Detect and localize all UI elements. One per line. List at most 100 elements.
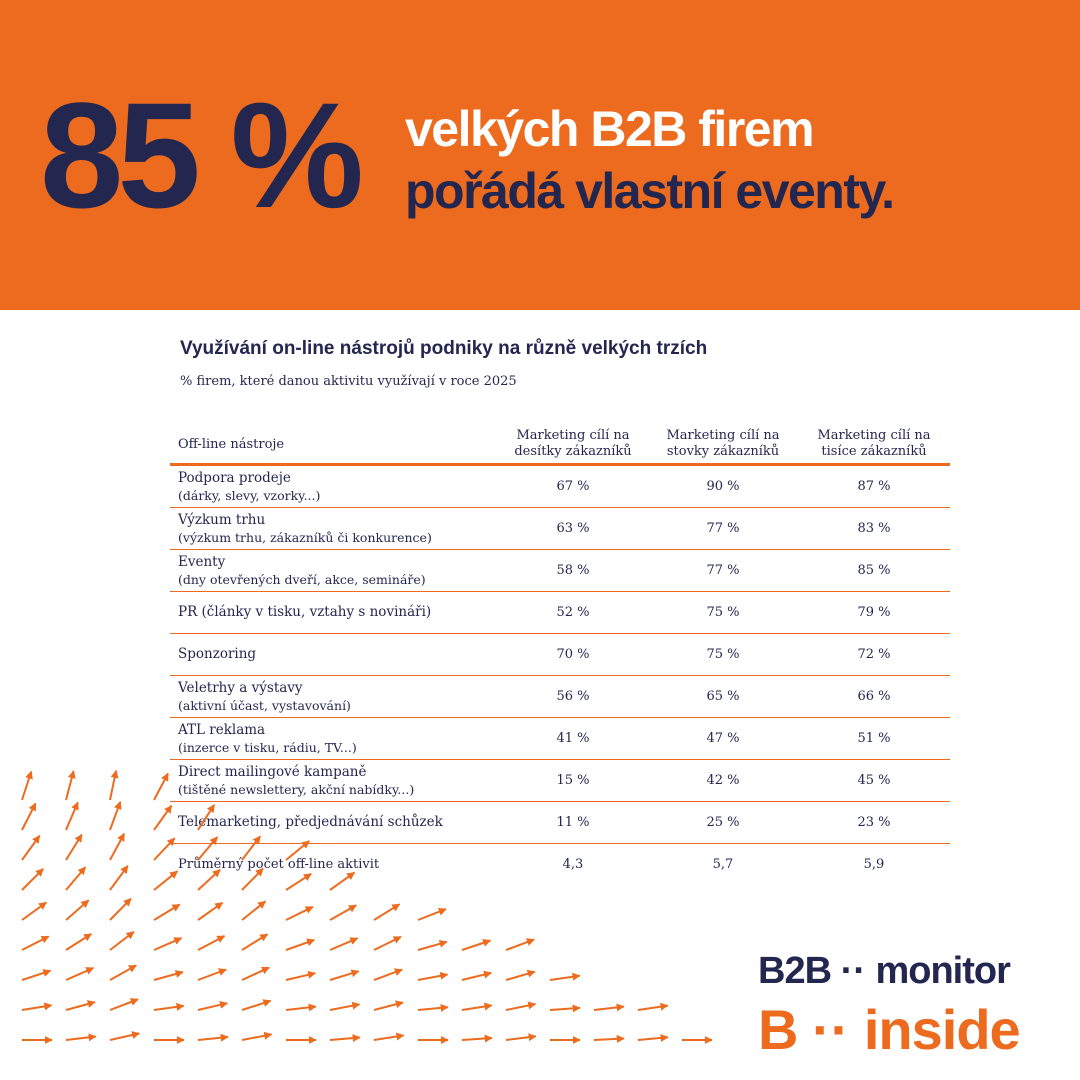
arrow-icon bbox=[109, 998, 139, 1011]
arrow-icon bbox=[197, 968, 227, 981]
table-row: Sponzoring 70 % 75 % 72 % bbox=[170, 633, 950, 676]
value-cell: 23 % bbox=[798, 801, 950, 844]
arrow-icon bbox=[285, 938, 316, 951]
arrow-icon bbox=[549, 1004, 581, 1013]
arrow-icon bbox=[373, 1000, 404, 1011]
value-cell: 52 % bbox=[498, 591, 648, 634]
arrow-icon bbox=[109, 897, 132, 921]
arrow-icon bbox=[417, 907, 447, 921]
average-value: 5,9 bbox=[863, 856, 885, 872]
table-row: Podpora prodeje (dárky, slevy, vzorky...)… bbox=[170, 464, 950, 508]
arrow-icon bbox=[109, 769, 119, 801]
row-label: Eventy bbox=[178, 553, 226, 570]
column-header: Marketing cílí na tisíce zákazníků bbox=[798, 410, 950, 466]
value-cell: 83 % bbox=[798, 507, 950, 550]
value-cell: 15 % bbox=[498, 759, 648, 802]
logo-dots: ·· bbox=[840, 950, 866, 992]
row-label-cell: Veletrhy a výstavy (aktivní účast, vystav… bbox=[170, 675, 498, 718]
arrow-icon bbox=[65, 899, 90, 921]
row-label: Direct mailingové kampaně bbox=[178, 763, 367, 780]
arrow-pattern-decoration bbox=[21, 769, 713, 1044]
arrow-icon bbox=[153, 772, 169, 801]
arrow-icon bbox=[329, 969, 360, 981]
value-cell: 41 % bbox=[498, 717, 648, 760]
row-label-cell: Podpora prodeje (dárky, slevy, vzorky...) bbox=[170, 464, 498, 508]
arrow-icon bbox=[21, 802, 37, 831]
arrow-icon bbox=[197, 868, 221, 891]
arrow-icon bbox=[373, 935, 402, 951]
row-label-cell: Výzkum trhu (výzkum trhu, zákazníků či ko… bbox=[170, 507, 498, 550]
row-label: Podpora prodeje bbox=[178, 469, 291, 486]
value-cell: 63 % bbox=[498, 507, 648, 550]
value-cell: 77 % bbox=[648, 507, 798, 550]
arrow-icon bbox=[373, 1032, 405, 1041]
average-label: Průměrný počet off-line aktivit bbox=[178, 856, 380, 872]
table-row: Telemarketing, předjednávání schůzek 11 %… bbox=[170, 801, 950, 844]
header-banner: 85 % velkých B2B firem pořádá vlastní ev… bbox=[0, 0, 1080, 310]
arrow-icon bbox=[241, 1031, 273, 1041]
arrow-icon bbox=[153, 970, 184, 981]
arrow-icon bbox=[109, 964, 137, 981]
table-row: Veletrhy a výstavy (aktivní účast, vystav… bbox=[170, 675, 950, 718]
arrow-icon bbox=[329, 871, 356, 891]
arrow-icon bbox=[197, 804, 216, 831]
arrow-icon bbox=[21, 935, 50, 951]
logo-b2b-monitor: B2B ·· monitor bbox=[758, 950, 1011, 992]
table-row: Eventy (dny otevřených dveří, akce, semin… bbox=[170, 549, 950, 592]
arrow-icon bbox=[461, 938, 492, 951]
arrow-icon bbox=[21, 969, 52, 981]
row-label: ATL reklama bbox=[178, 721, 266, 738]
arrow-icon bbox=[241, 999, 272, 1011]
arrow-icon bbox=[65, 866, 87, 891]
value-cell: 45 % bbox=[798, 759, 950, 802]
value-cell: 75 % bbox=[648, 633, 798, 676]
arrow-icon bbox=[329, 1001, 361, 1011]
arrow-icon bbox=[109, 865, 129, 891]
row-label: Veletrhy a výstavy bbox=[178, 679, 303, 696]
average-value: 4,3 bbox=[562, 856, 584, 872]
value-cell: 65 % bbox=[648, 675, 798, 718]
arrow-icon bbox=[505, 1001, 537, 1011]
arrow-icon bbox=[21, 770, 33, 801]
row-label-cell: Direct mailingové kampaně (tištěné newsle… bbox=[170, 759, 498, 802]
row-sublabel: (tištěné newslettery, akční nabídky...) bbox=[178, 781, 415, 797]
row-label-cell: Eventy (dny otevřených dveří, akce, semin… bbox=[170, 549, 498, 592]
value-cell: 51 % bbox=[798, 717, 950, 760]
value-cell: 85 % bbox=[798, 549, 950, 592]
arrow-icon bbox=[65, 1033, 97, 1042]
row-label-cell: Telemarketing, předjednávání schůzek bbox=[170, 801, 498, 844]
arrow-icon bbox=[241, 933, 269, 951]
arrow-icon bbox=[637, 1033, 669, 1042]
arrow-icon bbox=[21, 868, 44, 891]
arrow-icon bbox=[21, 835, 41, 861]
arrow-icon bbox=[65, 770, 76, 801]
arrow-icon bbox=[593, 1034, 625, 1043]
arrow-icon bbox=[21, 1002, 53, 1011]
arrow-icon bbox=[153, 1002, 185, 1011]
table-subtitle: % firem, které danou aktivitu využívají … bbox=[180, 374, 517, 389]
arrow-icon bbox=[153, 837, 176, 861]
arrow-icon bbox=[505, 1033, 537, 1042]
row-sublabel: (dny otevřených dveří, akce, semináře) bbox=[178, 571, 426, 587]
arrow-icon bbox=[153, 870, 179, 891]
row-label-cell: ATL reklama (inzerce v tisku, rádiu, TV..… bbox=[170, 717, 498, 760]
arrow-icon bbox=[153, 937, 183, 951]
row-label-cell: Sponzoring bbox=[170, 633, 498, 676]
arrow-icon bbox=[241, 900, 267, 921]
value-cell: 56 % bbox=[498, 675, 648, 718]
arrow-icon bbox=[65, 966, 95, 981]
value-cell: 70 % bbox=[498, 633, 648, 676]
arrow-icon bbox=[153, 903, 181, 921]
arrow-icon bbox=[241, 966, 270, 981]
arrow-icon bbox=[109, 931, 135, 951]
value-cell: 79 % bbox=[798, 591, 950, 634]
table-row: Výzkum trhu (výzkum trhu, zákazníků či ko… bbox=[170, 507, 950, 550]
value-cell: 90 % bbox=[648, 464, 798, 508]
value-cell: 77 % bbox=[648, 549, 798, 592]
arrow-icon bbox=[637, 1002, 669, 1011]
arrow-icon bbox=[285, 840, 310, 861]
arrow-icon bbox=[285, 872, 312, 891]
arrow-icon bbox=[197, 901, 224, 921]
value-cell: 42 % bbox=[648, 759, 798, 802]
arrow-icon bbox=[461, 1034, 493, 1043]
